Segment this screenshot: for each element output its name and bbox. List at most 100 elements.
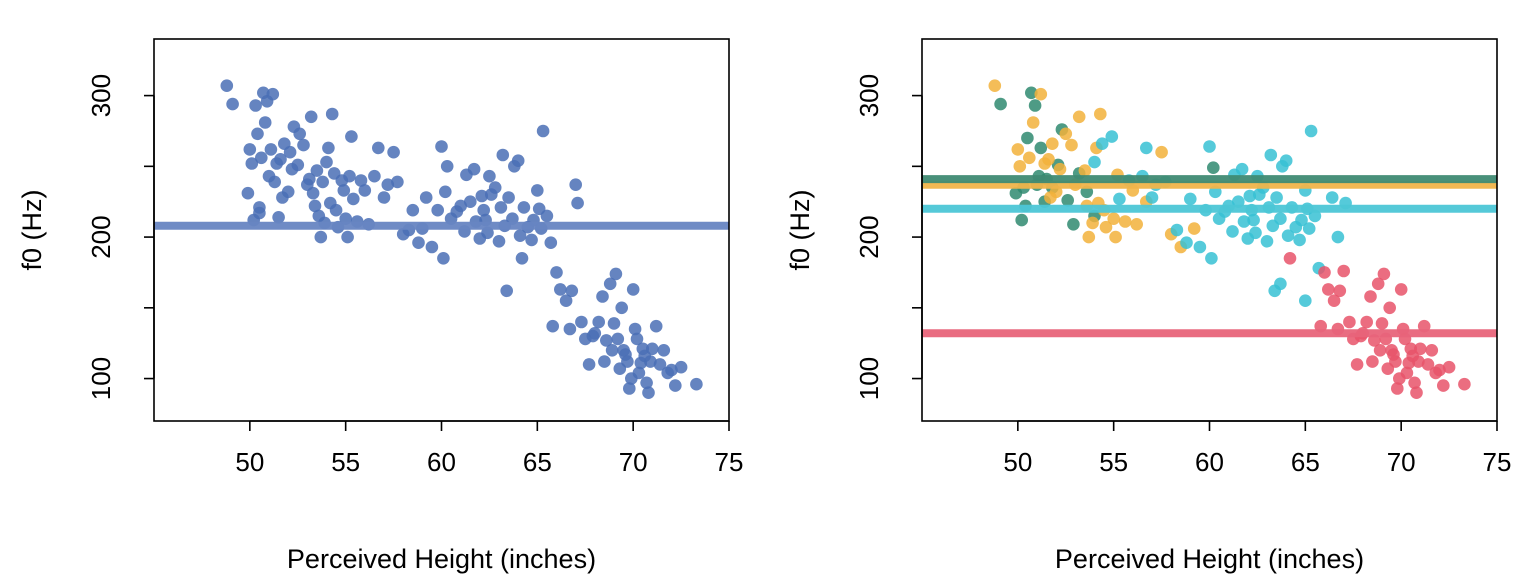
data-point [502,191,515,204]
data-point [494,201,508,214]
data-point [1094,107,1107,121]
data-point [559,294,573,308]
data-point [492,235,506,248]
data-point [329,203,343,217]
data-point [536,124,550,138]
x-tick-label: 70 [1387,447,1416,477]
data-point [325,107,339,121]
data-point [1293,233,1306,247]
data-point [515,251,529,265]
data-point [1350,358,1364,371]
data-point [540,209,554,223]
data-point [304,110,318,124]
y-axis: 100 200 300 f0 (Hz) [785,74,923,400]
data-point [1410,386,1423,400]
x-tick-label: 65 [523,447,552,477]
data-point [1205,251,1218,265]
data-point [425,240,439,254]
data-point [644,355,657,368]
y-axis-title: f0 (Hz) [17,190,47,271]
data-point [1274,212,1287,225]
data-point [605,344,619,357]
data-point [1247,213,1260,227]
data-point [281,185,295,199]
data-point [1187,222,1201,235]
x-tick-label: 50 [235,447,264,477]
x-tick-label: 60 [427,447,456,477]
data-point [391,175,404,189]
data-point [646,342,659,356]
data-point [220,79,234,92]
y-tick-label: 100 [86,357,116,400]
data-point [435,140,448,153]
data-point [1140,141,1153,155]
data-point [1333,284,1347,298]
data-point [513,229,527,242]
data-points [988,79,1471,400]
data-point [322,141,335,155]
data-point [464,195,477,208]
data-point [316,175,330,189]
data-point [1099,220,1113,234]
y-tick-label: 300 [854,74,884,117]
data-point [297,138,310,152]
data-point [1130,218,1143,231]
data-point [665,363,678,377]
data-point [657,344,671,357]
data-point [1283,251,1297,265]
data-point [310,164,324,177]
data-point [1299,294,1312,308]
data-point [649,319,663,333]
x-tick-label: 65 [1291,447,1320,477]
y-tick-label: 300 [86,74,116,117]
data-point [500,284,513,298]
data-point [1180,236,1193,249]
data-point [630,332,644,346]
data-point [1377,267,1391,281]
data-point [517,201,531,214]
data-point [1414,342,1427,356]
data-point [440,160,454,173]
data-point [1394,283,1408,296]
data-point [1383,301,1396,315]
data-point [642,386,655,400]
data-point [1331,230,1345,244]
scatter-panel-2: 50 55 60 65 70 75 Perceived Height (inches) 100… [785,38,1512,574]
data-point [1371,277,1385,291]
data-point [563,322,577,336]
data-point [1373,344,1387,357]
x-tick-label: 50 [1003,447,1032,477]
data-point [1072,110,1086,124]
data-point [1281,229,1295,242]
data-point [592,315,605,329]
y-tick-label: 200 [86,215,116,258]
x-tick-label: 75 [715,447,744,477]
x-tick-label: 75 [1483,447,1512,477]
data-point [690,377,703,391]
x-axis: 50 55 60 65 70 75 Perceived Height (inches) [1003,420,1512,574]
y-axis-title: f0 (Hz) [785,190,815,271]
data-point [488,181,502,194]
data-point [266,87,280,101]
data-point [439,185,452,199]
data-point [1279,154,1293,167]
data-point [1270,191,1283,204]
data-point [1034,87,1048,101]
data-point [1078,164,1092,177]
data-point [565,284,579,298]
data-point [341,230,354,244]
data-point [431,203,445,217]
x-tick-label: 55 [331,447,360,477]
data-point [1067,218,1080,231]
data-point [320,155,333,169]
data-point [314,230,328,244]
x-axis: 50 55 60 65 70 75 Perceived Height (inches) [235,420,744,574]
data-point [1325,191,1339,204]
data-point [1366,355,1379,368]
data-point [1025,86,1038,100]
data-point [387,145,400,159]
data-point [603,277,617,291]
data-point [988,79,1002,92]
y-tick-label: 100 [854,357,884,400]
